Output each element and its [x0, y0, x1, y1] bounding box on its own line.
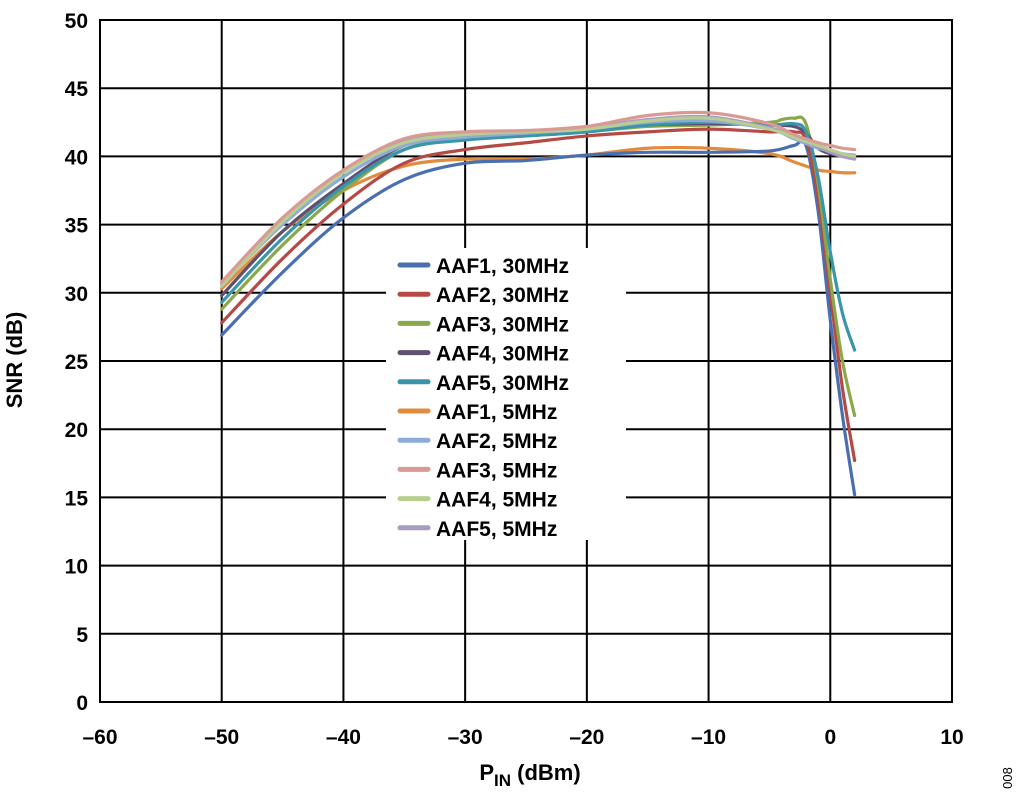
legend-entry: AAF4, 30MHz — [436, 343, 569, 366]
legend-entry: AAF5, 5MHz — [436, 518, 557, 541]
series-line-9 — [220, 116, 857, 288]
legend-entry: AAF2, 5MHz — [436, 430, 557, 453]
x-tick-label: –30 — [448, 726, 483, 749]
y-tick-label: 45 — [65, 78, 89, 101]
x-axis-title: PIN (dBm) — [479, 760, 580, 790]
y-tick-label: 25 — [65, 351, 89, 374]
legend-entry: AAF3, 30MHz — [436, 313, 569, 336]
y-tick-labels: 0 5 10 15 20 25 30 35 40 45 50 — [65, 10, 89, 715]
x-tick-label: –50 — [204, 726, 239, 749]
y-axis-title: SNR (dB) — [2, 312, 27, 409]
y-tick-label: 0 — [76, 692, 88, 715]
y-tick-label: 40 — [65, 146, 88, 169]
y-tick-label: 15 — [65, 487, 89, 510]
legend-entry: AAF1, 5MHz — [436, 401, 557, 424]
y-tick-label: 35 — [65, 215, 89, 238]
y-tick-label: 5 — [76, 624, 88, 647]
y-tick-label: 20 — [65, 419, 88, 442]
x-tick-label: –20 — [569, 726, 604, 749]
x-tick-label: –40 — [326, 726, 361, 749]
figure-id: 008 — [1000, 767, 1015, 789]
legend-entry: AAF3, 5MHz — [436, 459, 557, 482]
x-axis-title-subscript: IN — [494, 771, 511, 790]
y-tick-label: 30 — [65, 283, 88, 306]
series-line-8 — [220, 110, 857, 284]
y-tick-label: 50 — [65, 10, 88, 33]
legend-entry: AAF5, 30MHz — [436, 372, 569, 395]
legend-entry: AAF2, 30MHz — [436, 284, 569, 307]
series-lines — [220, 110, 857, 497]
plot-frame — [99, 19, 953, 703]
x-tick-label: –10 — [691, 726, 726, 749]
y-tick-label: 10 — [65, 556, 88, 579]
series-line-1 — [220, 138, 857, 497]
x-axis-title-main: P — [479, 760, 494, 785]
x-axis-title-unit: (dBm) — [511, 760, 581, 785]
x-tick-label: 10 — [940, 726, 963, 749]
x-tick-labels: –60 –50 –40 –30 –20 –10 0 10 — [82, 726, 963, 749]
x-tick-label: 0 — [824, 726, 836, 749]
legend-entry: AAF4, 5MHz — [436, 489, 557, 512]
series-line-5 — [220, 120, 857, 352]
legend-entry: AAF1, 30MHz — [436, 255, 569, 278]
legend: AAF1, 30MHz AAF2, 30MHz AAF3, 30MHz AAF4, 3… — [386, 248, 626, 541]
x-tick-label: –60 — [82, 726, 117, 749]
